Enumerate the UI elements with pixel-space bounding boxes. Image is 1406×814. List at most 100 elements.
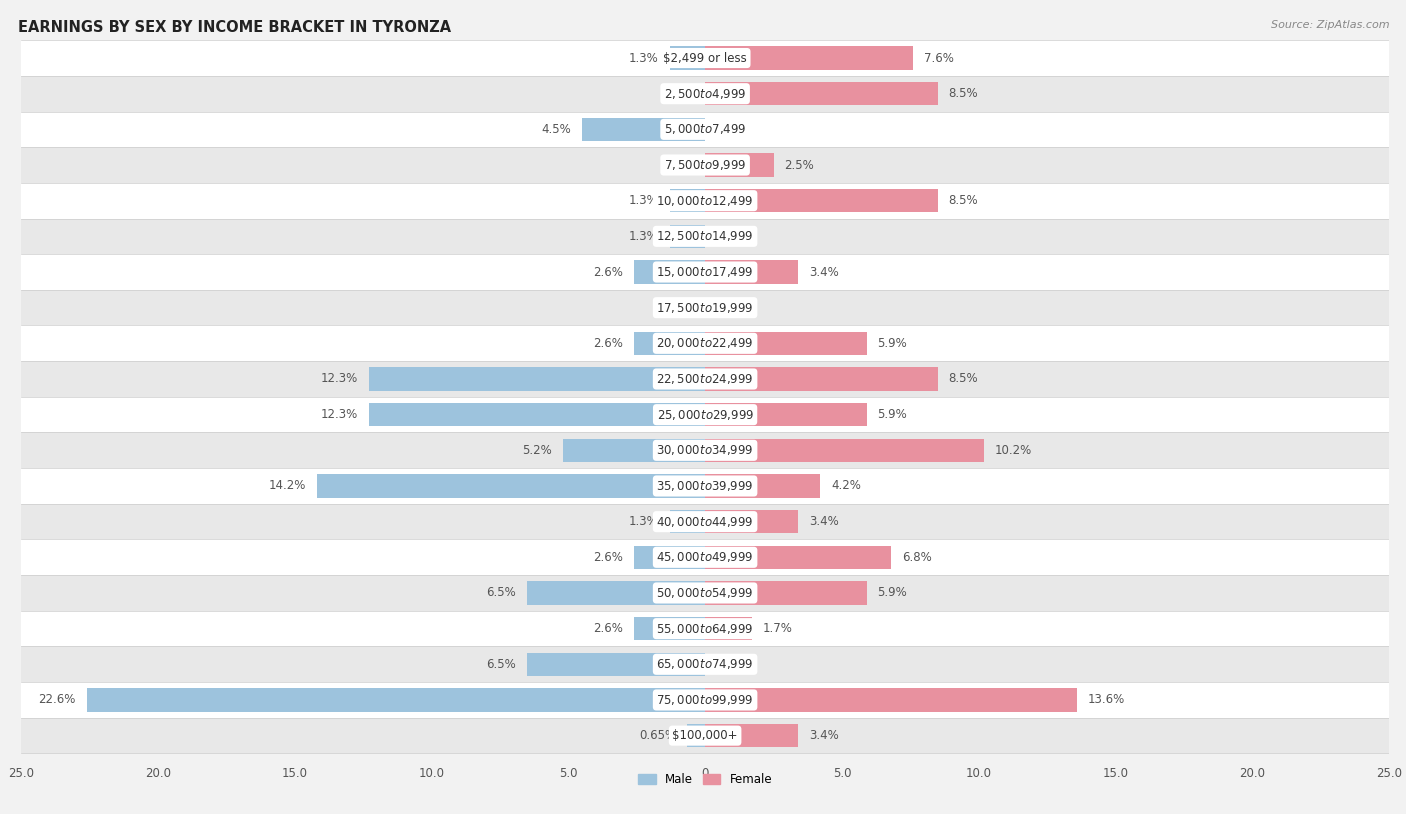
Text: $75,000 to $99,999: $75,000 to $99,999 xyxy=(657,693,754,707)
Bar xyxy=(706,439,984,462)
Bar xyxy=(706,689,1077,711)
Bar xyxy=(706,724,799,747)
Text: 5.9%: 5.9% xyxy=(877,408,907,421)
Text: 4.5%: 4.5% xyxy=(541,123,571,136)
Text: 6.5%: 6.5% xyxy=(486,658,516,671)
Bar xyxy=(669,189,706,212)
Bar xyxy=(706,367,938,391)
Text: 5.9%: 5.9% xyxy=(877,586,907,599)
Text: $17,500 to $19,999: $17,500 to $19,999 xyxy=(657,300,754,315)
Text: $10,000 to $12,499: $10,000 to $12,499 xyxy=(657,194,754,208)
Bar xyxy=(706,403,866,427)
Bar xyxy=(527,581,706,605)
Text: 3.4%: 3.4% xyxy=(808,515,839,528)
Bar xyxy=(527,653,706,676)
Text: 10.2%: 10.2% xyxy=(995,444,1032,457)
Bar xyxy=(669,225,706,248)
Legend: Male, Female: Male, Female xyxy=(633,768,778,790)
Text: $45,000 to $49,999: $45,000 to $49,999 xyxy=(657,550,754,564)
Text: 1.3%: 1.3% xyxy=(628,515,658,528)
Text: 1.7%: 1.7% xyxy=(762,622,793,635)
Text: 0.65%: 0.65% xyxy=(640,729,676,742)
Text: $7,500 to $9,999: $7,500 to $9,999 xyxy=(664,158,747,172)
Text: Source: ZipAtlas.com: Source: ZipAtlas.com xyxy=(1271,20,1389,30)
Text: 2.6%: 2.6% xyxy=(593,265,623,278)
Bar xyxy=(21,397,1389,432)
Text: 2.5%: 2.5% xyxy=(785,159,814,172)
Text: 1.3%: 1.3% xyxy=(628,230,658,243)
Text: 0.0%: 0.0% xyxy=(716,658,745,671)
Text: 12.3%: 12.3% xyxy=(321,373,357,386)
Bar xyxy=(21,290,1389,326)
Bar xyxy=(634,332,706,355)
Bar xyxy=(706,475,820,497)
Text: $25,000 to $29,999: $25,000 to $29,999 xyxy=(657,408,754,422)
Bar xyxy=(706,332,866,355)
Bar xyxy=(669,510,706,533)
Text: 2.6%: 2.6% xyxy=(593,337,623,350)
Bar xyxy=(582,118,706,141)
Text: 8.5%: 8.5% xyxy=(949,373,979,386)
Bar xyxy=(21,40,1389,76)
Text: 3.4%: 3.4% xyxy=(808,265,839,278)
Bar xyxy=(368,367,706,391)
Text: $15,000 to $17,499: $15,000 to $17,499 xyxy=(657,265,754,279)
Bar xyxy=(368,403,706,427)
Text: 1.3%: 1.3% xyxy=(628,51,658,64)
Text: 0.0%: 0.0% xyxy=(716,301,745,314)
Text: $22,500 to $24,999: $22,500 to $24,999 xyxy=(657,372,754,386)
Text: 8.5%: 8.5% xyxy=(949,195,979,208)
Bar xyxy=(562,439,706,462)
Bar xyxy=(706,46,912,70)
Text: $2,499 or less: $2,499 or less xyxy=(664,51,747,64)
Bar xyxy=(21,718,1389,754)
Bar xyxy=(21,468,1389,504)
Text: 22.6%: 22.6% xyxy=(38,694,76,707)
Bar xyxy=(669,46,706,70)
Bar xyxy=(21,575,1389,610)
Bar xyxy=(634,617,706,641)
Text: 8.5%: 8.5% xyxy=(949,87,979,100)
Text: 2.6%: 2.6% xyxy=(593,622,623,635)
Text: 0.0%: 0.0% xyxy=(716,230,745,243)
Text: 0.0%: 0.0% xyxy=(665,301,695,314)
Text: 12.3%: 12.3% xyxy=(321,408,357,421)
Bar xyxy=(21,361,1389,397)
Text: $50,000 to $54,999: $50,000 to $54,999 xyxy=(657,586,754,600)
Text: $100,000+: $100,000+ xyxy=(672,729,738,742)
Text: 3.4%: 3.4% xyxy=(808,729,839,742)
Bar xyxy=(706,617,752,641)
Bar xyxy=(21,183,1389,218)
Text: 0.0%: 0.0% xyxy=(716,123,745,136)
Text: $55,000 to $64,999: $55,000 to $64,999 xyxy=(657,622,754,636)
Text: 14.2%: 14.2% xyxy=(269,479,305,492)
Bar xyxy=(634,545,706,569)
Bar xyxy=(688,724,706,747)
Bar xyxy=(706,510,799,533)
Text: 4.2%: 4.2% xyxy=(831,479,860,492)
Text: 1.3%: 1.3% xyxy=(628,195,658,208)
Bar xyxy=(21,646,1389,682)
Text: 6.5%: 6.5% xyxy=(486,586,516,599)
Bar xyxy=(706,189,938,212)
Bar xyxy=(706,545,891,569)
Text: 6.8%: 6.8% xyxy=(903,551,932,564)
Text: 13.6%: 13.6% xyxy=(1088,694,1125,707)
Bar xyxy=(706,153,773,177)
Bar xyxy=(21,147,1389,183)
Bar xyxy=(706,260,799,283)
Text: 7.6%: 7.6% xyxy=(924,51,953,64)
Bar xyxy=(706,581,866,605)
Bar xyxy=(21,218,1389,254)
Text: $40,000 to $44,999: $40,000 to $44,999 xyxy=(657,514,754,528)
Bar xyxy=(316,475,706,497)
Bar xyxy=(21,504,1389,540)
Bar xyxy=(21,254,1389,290)
Text: $20,000 to $22,499: $20,000 to $22,499 xyxy=(657,336,754,350)
Text: 2.6%: 2.6% xyxy=(593,551,623,564)
Bar xyxy=(21,610,1389,646)
Bar xyxy=(21,112,1389,147)
Bar xyxy=(706,82,938,105)
Bar xyxy=(21,326,1389,361)
Text: $65,000 to $74,999: $65,000 to $74,999 xyxy=(657,657,754,672)
